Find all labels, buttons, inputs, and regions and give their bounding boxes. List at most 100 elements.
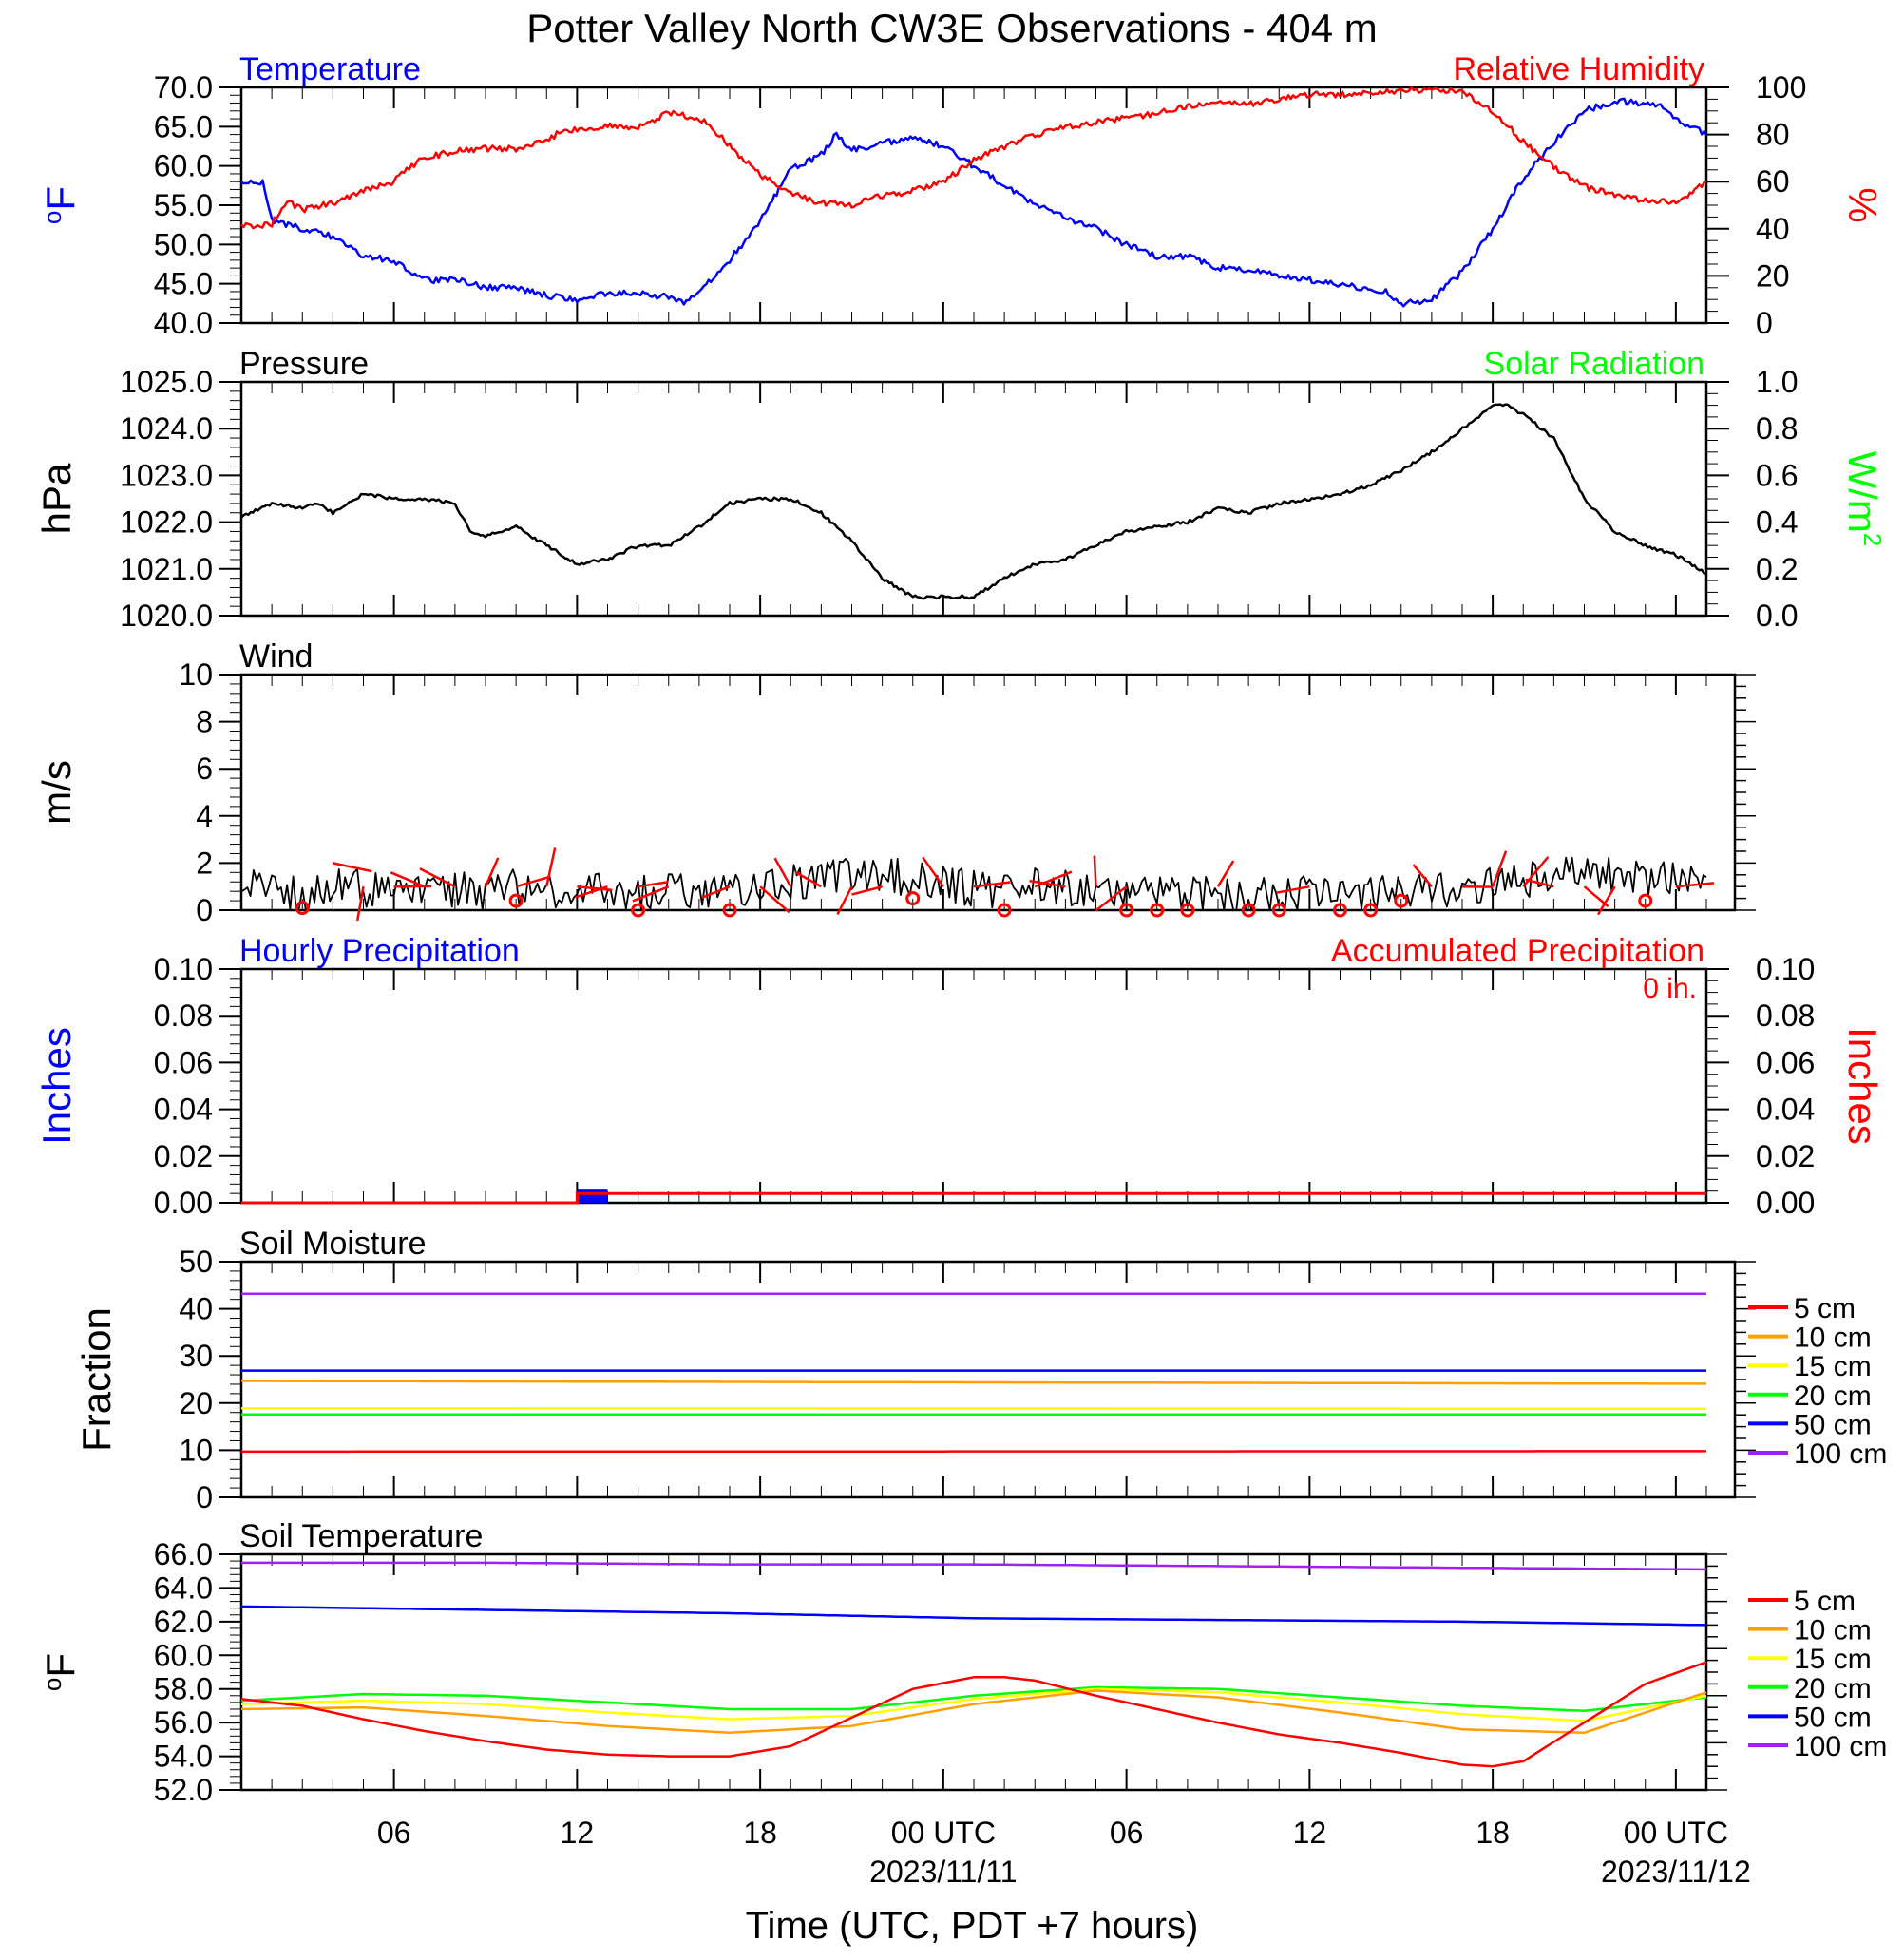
y-axis-title-left: Inches (34, 1027, 79, 1145)
x-axis-title: Time (UTC, PDT +7 hours) (746, 1905, 1199, 1947)
y-tick-label: 60.0 (154, 149, 213, 183)
y-tick-label: 54.0 (154, 1740, 213, 1774)
y-axis-title-left: Fraction (74, 1307, 119, 1452)
y-tick-label: 1024.0 (120, 411, 213, 446)
series-line-10-cm (241, 1381, 1706, 1384)
x-tick-label: 18 (743, 1816, 777, 1850)
x-tick-label: 06 (1110, 1816, 1144, 1850)
y-tick-label: 1020.0 (120, 599, 213, 633)
y-tick-label: 62.0 (154, 1605, 213, 1639)
y-right-tick-label: 0.8 (1756, 411, 1798, 446)
plot-frame (241, 87, 1706, 323)
legend-entry: 15 cm (1794, 1351, 1872, 1382)
wind-barb (1676, 883, 1714, 886)
y-right-tick-label: 20 (1756, 258, 1790, 293)
panel-title-right: Solar Radiation (1484, 346, 1704, 382)
y-tick-label: 0.00 (154, 1186, 213, 1220)
legend-entry: 50 cm (1794, 1702, 1872, 1733)
y-tick-label: 40 (179, 1292, 213, 1326)
x-tick-label: 12 (561, 1816, 595, 1850)
y-tick-label: 45.0 (154, 267, 213, 301)
legend-entry: 5 cm (1794, 1586, 1856, 1617)
panel-title-left: Temperature (239, 51, 421, 87)
plot-frame (241, 1262, 1735, 1497)
plot-frame (241, 675, 1735, 910)
x-tick-label: 12 (1293, 1816, 1327, 1850)
y-tick-label: 1025.0 (120, 365, 213, 399)
y-axis-title-left: oF (38, 186, 83, 224)
legend-entry: 50 cm (1794, 1409, 1872, 1440)
y-tick-label: 65.0 (154, 109, 213, 143)
y-tick-label: 2 (196, 846, 213, 880)
x-tick-label: 00 UTC (1624, 1816, 1728, 1850)
series-line-relative-humidity (241, 87, 1706, 228)
legend-entry: 100 cm (1794, 1438, 1887, 1470)
y-tick-label: 70.0 (154, 70, 213, 105)
legend-entry: 20 cm (1794, 1380, 1872, 1412)
plot-frame (241, 1554, 1706, 1790)
series-line-pressure (241, 405, 1706, 599)
y-tick-label: 0.06 (154, 1045, 213, 1079)
y-tick-label: 0.04 (154, 1093, 213, 1127)
y-tick-label: 10 (179, 1433, 213, 1467)
wind-barb (1218, 861, 1233, 886)
y-tick-label: 40.0 (154, 306, 213, 340)
series-line-100-cm (241, 1563, 1706, 1570)
legend-entry: 100 cm (1794, 1731, 1887, 1762)
x-date-label: 2023/11/11 (869, 1855, 1017, 1889)
y-tick-label: 52.0 (154, 1773, 213, 1807)
wind-barb (775, 858, 791, 886)
plot-frame (241, 382, 1706, 616)
y-right-tick-label: 0 (1756, 306, 1773, 340)
y-tick-label: 1021.0 (120, 552, 213, 586)
y-right-tick-label: 0.0 (1756, 599, 1798, 633)
plot-frame (241, 969, 1706, 1203)
x-date-label: 2023/11/12 (1601, 1855, 1751, 1889)
panel-precip: 0.000.020.040.060.080.100.000.020.040.06… (34, 933, 1885, 1220)
y-tick-label: 60.0 (154, 1638, 213, 1672)
x-tick-label: 00 UTC (891, 1816, 996, 1850)
y-right-tick-label: 40 (1756, 212, 1790, 246)
y-tick-label: 58.0 (154, 1672, 213, 1706)
y-right-tick-label: 100 (1756, 70, 1806, 105)
y-tick-label: 0.10 (154, 952, 213, 986)
series-line-10-cm (241, 1691, 1706, 1733)
legend-entry: 15 cm (1794, 1644, 1872, 1675)
panel-pressure: 1020.01021.01022.01023.01024.01025.00.00… (34, 346, 1887, 633)
series-line-15-cm (241, 1408, 1706, 1409)
panel-title-right: Relative Humidity (1453, 51, 1704, 87)
y-right-tick-label: 0.10 (1756, 952, 1815, 986)
panel-title-left: Hourly Precipitation (239, 933, 520, 969)
y-right-tick-label: 1.0 (1756, 365, 1798, 399)
y-tick-label: 50.0 (154, 227, 213, 261)
y-right-tick-label: 0.08 (1756, 999, 1815, 1033)
panel-title-left: Pressure (239, 346, 369, 382)
x-tick-label: 18 (1476, 1816, 1510, 1850)
y-tick-label: 55.0 (154, 188, 213, 222)
precip-total-annotation: 0 in. (1643, 973, 1697, 1004)
y-axis-title-left: oF (38, 1653, 83, 1691)
y-tick-label: 0 (196, 1480, 213, 1514)
y-axis-title-left: m/s (34, 760, 79, 825)
panel-title-right: Accumulated Precipitation (1331, 933, 1704, 969)
y-right-tick-label: 0.06 (1756, 1045, 1815, 1079)
precip-bar (577, 1189, 607, 1203)
y-right-tick-label: 0.00 (1756, 1186, 1815, 1220)
wind-barb (1095, 856, 1096, 887)
y-tick-label: 0 (196, 893, 213, 927)
y-right-tick-label: 60 (1756, 164, 1790, 199)
panel-temp-rh: 40.045.050.055.060.065.070.0020406080100… (38, 51, 1885, 340)
y-tick-label: 4 (196, 799, 213, 833)
wind-barb (516, 877, 550, 886)
legend-entry: 5 cm (1794, 1293, 1856, 1324)
y-tick-label: 50 (179, 1245, 213, 1279)
y-tick-label: 30 (179, 1339, 213, 1373)
panel-title-left: Soil Temperature (239, 1518, 483, 1554)
y-tick-label: 0.02 (154, 1139, 213, 1173)
y-tick-label: 20 (179, 1386, 213, 1420)
